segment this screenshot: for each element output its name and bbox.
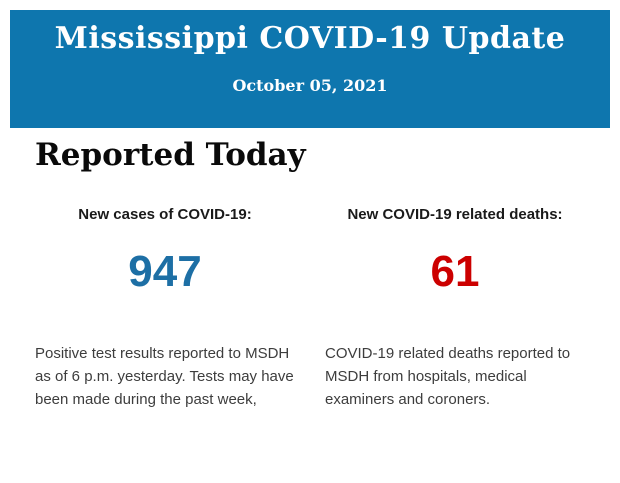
stat-column-new-deaths: New COVID-19 related deaths: 61 COVID-19… xyxy=(325,206,585,411)
header-banner: Mississippi COVID-19 Update October 05, … xyxy=(10,10,610,128)
new-deaths-value: 61 xyxy=(430,247,480,296)
new-cases-description: Positive test results reported to MSDH a… xyxy=(35,345,294,408)
stats-row: New cases of COVID-19: 947 Positive test… xyxy=(35,206,585,411)
new-deaths-description: COVID-19 related deaths reported to MSDH… xyxy=(325,345,571,408)
content-area: Reported Today New cases of COVID-19: 94… xyxy=(10,136,610,411)
header-date: October 05, 2021 xyxy=(232,76,388,95)
section-title: Reported Today xyxy=(35,137,306,173)
new-cases-value: 947 xyxy=(128,247,202,296)
stat-column-new-cases: New cases of COVID-19: 947 Positive test… xyxy=(35,206,295,411)
new-deaths-label: New COVID-19 related deaths: xyxy=(347,206,563,223)
page-title: Mississippi COVID-19 Update xyxy=(54,21,566,56)
new-cases-label: New cases of COVID-19: xyxy=(78,206,252,223)
